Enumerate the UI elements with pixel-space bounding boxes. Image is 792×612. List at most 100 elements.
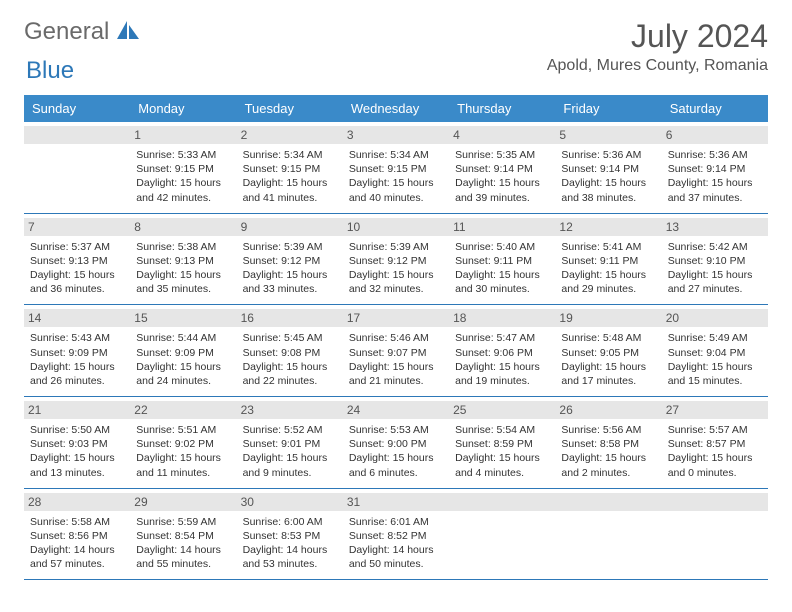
- day-cell: 25Sunrise: 5:54 AMSunset: 8:59 PMDayligh…: [449, 397, 555, 488]
- day-cell: 16Sunrise: 5:45 AMSunset: 9:08 PMDayligh…: [237, 305, 343, 396]
- day-number: 8: [130, 218, 236, 236]
- day-details: Sunrise: 5:34 AMSunset: 9:15 PMDaylight:…: [349, 148, 443, 205]
- day-cell: 17 Sunrise: 5:46 AMSunset: 9:07 PMDayligh…: [343, 305, 449, 396]
- day-number: 9: [237, 218, 343, 236]
- day-cell: 4 Sunrise: 5:35 AMSunset: 9:14 PMDaylight…: [449, 122, 555, 213]
- day-cell: 8 Sunrise: 5:38 AMSunset: 9:13 PMDaylight…: [130, 214, 236, 305]
- day-number: 18: [449, 309, 555, 327]
- day-number: 4: [449, 126, 555, 144]
- day-details: Sunrise: 5:35 AMSunset: 9:14 PMDaylight:…: [455, 148, 549, 205]
- day-number: 11: [449, 218, 555, 236]
- day-number: 24: [343, 401, 449, 419]
- day-details: Sunrise: 5:43 AMSunset: 9:09 PMDaylight:…: [30, 331, 124, 388]
- day-cell: 2 Sunrise: 5:34 AMSunset: 9:15 PMDaylight…: [237, 122, 343, 213]
- day-details: Sunrise: 5:54 AMSunset: 8:59 PMDaylight:…: [455, 423, 549, 480]
- weekday-header: Friday: [555, 95, 661, 122]
- day-cell: [24, 122, 130, 213]
- day-cell: 23 Sunrise: 5:52 AMSunset: 9:01 PMDayligh…: [237, 397, 343, 488]
- day-details: Sunrise: 5:33 AMSunset: 9:15 PMDaylight:…: [136, 148, 230, 205]
- day-cell: 20Sunrise: 5:49 AMSunset: 9:04 PMDayligh…: [662, 305, 768, 396]
- location-text: Apold, Mures County, Romania: [547, 57, 768, 75]
- week-row: 21Sunrise: 5:50 AMSunset: 9:03 PMDayligh…: [24, 397, 768, 489]
- day-number: 2: [237, 126, 343, 144]
- day-cell: 24 Sunrise: 5:53 AMSunset: 9:00 PMDayligh…: [343, 397, 449, 488]
- day-details: Sunrise: 5:45 AMSunset: 9:08 PMDaylight:…: [243, 331, 337, 388]
- day-cell: 1 Sunrise: 5:33 AMSunset: 9:15 PMDaylight…: [130, 122, 236, 213]
- day-details: Sunrise: 5:37 AMSunset: 9:13 PMDaylight:…: [30, 240, 124, 297]
- day-details: Sunrise: 5:46 AMSunset: 9:07 PMDaylight:…: [349, 331, 443, 388]
- day-cell: 26 Sunrise: 5:56 AMSunset: 8:58 PMDayligh…: [555, 397, 661, 488]
- day-details: Sunrise: 5:42 AMSunset: 9:10 PMDaylight:…: [668, 240, 762, 297]
- day-cell: 6Sunrise: 5:36 AMSunset: 9:14 PMDaylight…: [662, 122, 768, 213]
- logo-text-blue: Blue: [26, 57, 74, 85]
- day-cell: 12Sunrise: 5:41 AMSunset: 9:11 PMDayligh…: [555, 214, 661, 305]
- day-number: 15: [130, 309, 236, 327]
- day-details: Sunrise: 5:52 AMSunset: 9:01 PMDaylight:…: [243, 423, 337, 480]
- title-block: July 2024 Apold, Mures County, Romania: [547, 18, 768, 75]
- day-cell: 15 Sunrise: 5:44 AMSunset: 9:09 PMDayligh…: [130, 305, 236, 396]
- day-number: 19: [555, 309, 661, 327]
- day-details: Sunrise: 6:00 AMSunset: 8:53 PMDaylight:…: [243, 515, 337, 572]
- day-details: Sunrise: 5:57 AMSunset: 8:57 PMDaylight:…: [668, 423, 762, 480]
- day-details: Sunrise: 5:48 AMSunset: 9:05 PMDaylight:…: [561, 331, 655, 388]
- empty-daynum-bar: [449, 493, 555, 511]
- day-number: 1: [130, 126, 236, 144]
- day-number: 7: [24, 218, 130, 236]
- day-cell: 29Sunrise: 5:59 AMSunset: 8:54 PMDayligh…: [130, 489, 236, 580]
- logo-sail-icon: [115, 19, 141, 46]
- calendar: SundayMondayTuesdayWednesdayThursdayFrid…: [24, 95, 768, 580]
- day-number: 26: [555, 401, 661, 419]
- day-details: Sunrise: 5:38 AMSunset: 9:13 PMDaylight:…: [136, 240, 230, 297]
- week-row: 1 Sunrise: 5:33 AMSunset: 9:15 PMDaylight…: [24, 122, 768, 214]
- day-number: 21: [24, 401, 130, 419]
- day-details: Sunrise: 5:39 AMSunset: 9:12 PMDaylight:…: [243, 240, 337, 297]
- day-number: 5: [555, 126, 661, 144]
- day-cell: 7 Sunrise: 5:37 AMSunset: 9:13 PMDaylight…: [24, 214, 130, 305]
- day-details: Sunrise: 5:36 AMSunset: 9:14 PMDaylight:…: [668, 148, 762, 205]
- week-row: 7 Sunrise: 5:37 AMSunset: 9:13 PMDaylight…: [24, 214, 768, 306]
- day-cell: 27Sunrise: 5:57 AMSunset: 8:57 PMDayligh…: [662, 397, 768, 488]
- logo-text-general: General: [24, 18, 109, 46]
- weeks-container: 1 Sunrise: 5:33 AMSunset: 9:15 PMDaylight…: [24, 122, 768, 580]
- day-details: Sunrise: 5:34 AMSunset: 9:15 PMDaylight:…: [243, 148, 337, 205]
- week-row: 28Sunrise: 5:58 AMSunset: 8:56 PMDayligh…: [24, 489, 768, 581]
- day-number: 3: [343, 126, 449, 144]
- day-details: Sunrise: 5:53 AMSunset: 9:00 PMDaylight:…: [349, 423, 443, 480]
- day-cell: 11Sunrise: 5:40 AMSunset: 9:11 PMDayligh…: [449, 214, 555, 305]
- day-cell: 31 Sunrise: 6:01 AMSunset: 8:52 PMDayligh…: [343, 489, 449, 580]
- day-number: 23: [237, 401, 343, 419]
- day-cell: [555, 489, 661, 580]
- day-number: 31: [343, 493, 449, 511]
- day-cell: 22 Sunrise: 5:51 AMSunset: 9:02 PMDayligh…: [130, 397, 236, 488]
- day-number: 30: [237, 493, 343, 511]
- day-cell: 21Sunrise: 5:50 AMSunset: 9:03 PMDayligh…: [24, 397, 130, 488]
- weekday-header: Wednesday: [343, 95, 449, 122]
- day-number: 12: [555, 218, 661, 236]
- weekday-header: Thursday: [449, 95, 555, 122]
- day-details: Sunrise: 6:01 AMSunset: 8:52 PMDaylight:…: [349, 515, 443, 572]
- day-number: 17: [343, 309, 449, 327]
- day-cell: 18 Sunrise: 5:47 AMSunset: 9:06 PMDayligh…: [449, 305, 555, 396]
- day-details: Sunrise: 5:47 AMSunset: 9:06 PMDaylight:…: [455, 331, 549, 388]
- weekday-header: Monday: [130, 95, 236, 122]
- logo: General: [24, 18, 143, 46]
- day-number: 22: [130, 401, 236, 419]
- month-title: July 2024: [547, 18, 768, 55]
- day-details: Sunrise: 5:51 AMSunset: 9:02 PMDaylight:…: [136, 423, 230, 480]
- day-cell: 5 Sunrise: 5:36 AMSunset: 9:14 PMDaylight…: [555, 122, 661, 213]
- day-details: Sunrise: 5:36 AMSunset: 9:14 PMDaylight:…: [561, 148, 655, 205]
- day-number: 14: [24, 309, 130, 327]
- day-cell: 9 Sunrise: 5:39 AMSunset: 9:12 PMDaylight…: [237, 214, 343, 305]
- day-number: 28: [24, 493, 130, 511]
- empty-daynum-bar: [555, 493, 661, 511]
- empty-daynum-bar: [662, 493, 768, 511]
- day-cell: 30 Sunrise: 6:00 AMSunset: 8:53 PMDayligh…: [237, 489, 343, 580]
- day-details: Sunrise: 5:44 AMSunset: 9:09 PMDaylight:…: [136, 331, 230, 388]
- day-cell: [449, 489, 555, 580]
- day-cell: 10Sunrise: 5:39 AMSunset: 9:12 PMDayligh…: [343, 214, 449, 305]
- day-number: 20: [662, 309, 768, 327]
- day-cell: 3 Sunrise: 5:34 AMSunset: 9:15 PMDaylight…: [343, 122, 449, 213]
- day-details: Sunrise: 5:56 AMSunset: 8:58 PMDaylight:…: [561, 423, 655, 480]
- day-cell: 19 Sunrise: 5:48 AMSunset: 9:05 PMDayligh…: [555, 305, 661, 396]
- day-details: Sunrise: 5:59 AMSunset: 8:54 PMDaylight:…: [136, 515, 230, 572]
